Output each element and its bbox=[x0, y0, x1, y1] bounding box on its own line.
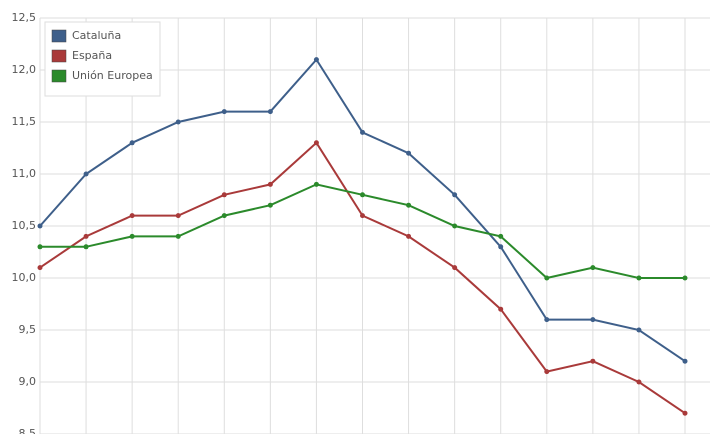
legend: Cataluña España Unión Europea bbox=[44, 21, 161, 97]
legend-swatch bbox=[51, 49, 67, 63]
point bbox=[406, 150, 412, 156]
y-tick-label: 11,5 bbox=[12, 115, 37, 128]
point bbox=[682, 275, 688, 281]
y-tick-label: 12,5 bbox=[12, 11, 37, 24]
point bbox=[544, 369, 550, 375]
point bbox=[498, 233, 504, 239]
point bbox=[37, 223, 43, 229]
point bbox=[498, 306, 504, 312]
point bbox=[129, 140, 135, 146]
point bbox=[221, 192, 227, 198]
point bbox=[636, 379, 642, 385]
point bbox=[83, 233, 89, 239]
point bbox=[267, 202, 273, 208]
point bbox=[682, 410, 688, 416]
point bbox=[590, 317, 596, 323]
y-tick-label: 9,0 bbox=[19, 375, 37, 388]
point bbox=[452, 223, 458, 229]
legend-label: España bbox=[72, 49, 112, 62]
point bbox=[682, 358, 688, 364]
point bbox=[590, 358, 596, 364]
y-tick-label: 11,0 bbox=[12, 167, 37, 180]
point bbox=[544, 275, 550, 281]
point bbox=[267, 109, 273, 115]
point bbox=[544, 317, 550, 323]
point bbox=[83, 171, 89, 177]
legend-label: Unión Europea bbox=[72, 69, 153, 82]
point bbox=[129, 233, 135, 239]
point bbox=[313, 181, 319, 187]
point bbox=[636, 275, 642, 281]
point bbox=[175, 233, 181, 239]
point bbox=[406, 202, 412, 208]
y-tick-label: 12,0 bbox=[12, 63, 37, 76]
point bbox=[313, 57, 319, 63]
point bbox=[37, 244, 43, 250]
point bbox=[360, 213, 365, 219]
legend-label: Cataluña bbox=[72, 29, 121, 42]
y-tick-label: 10,5 bbox=[12, 219, 37, 232]
point bbox=[221, 213, 227, 219]
point bbox=[452, 192, 458, 198]
point bbox=[175, 119, 181, 125]
point bbox=[175, 213, 181, 219]
point bbox=[636, 327, 642, 333]
legend-swatch bbox=[51, 29, 67, 43]
point bbox=[590, 265, 596, 271]
y-tick-label: 8,5 bbox=[19, 427, 37, 434]
point bbox=[129, 213, 135, 219]
point bbox=[360, 129, 365, 135]
point bbox=[313, 140, 319, 146]
point bbox=[267, 181, 273, 187]
y-tick-label: 9,5 bbox=[19, 323, 37, 336]
point bbox=[498, 244, 504, 250]
point bbox=[360, 192, 365, 198]
legend-swatch bbox=[51, 69, 67, 83]
point bbox=[221, 109, 227, 115]
point bbox=[37, 265, 43, 271]
y-tick-label: 10,0 bbox=[12, 271, 37, 284]
point bbox=[452, 265, 458, 271]
point bbox=[406, 233, 412, 239]
point bbox=[83, 244, 89, 250]
